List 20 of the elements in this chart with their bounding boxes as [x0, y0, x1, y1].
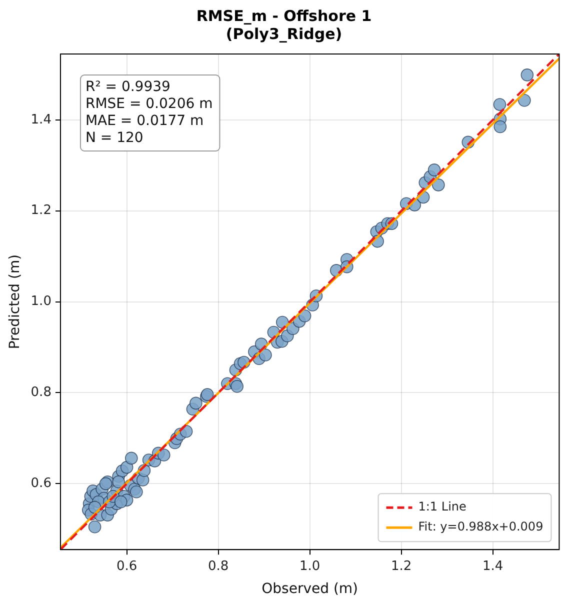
annotation: R² = 0.9939	[85, 79, 170, 96]
legend-label: 1:1 Line	[418, 500, 466, 514]
x-tick-label: 1.0	[299, 558, 320, 574]
y-tick-label: 1.0	[30, 294, 52, 310]
y-tick-label: 1.2	[30, 203, 52, 218]
legend-label: Fit: y=0.988x+0.009	[418, 520, 544, 534]
chart-title: RMSE_m - Offshore 1	[196, 6, 372, 25]
y-tick-label: 0.8	[30, 385, 52, 400]
x-tick-label: 0.8	[208, 558, 229, 574]
y-axis-title: Predicted (m)	[7, 254, 24, 350]
x-tick-label: 1.2	[391, 558, 412, 574]
x-tick-label: 1.4	[482, 558, 504, 574]
annotation: N = 120	[85, 130, 144, 146]
y-tick-label: 0.6	[30, 476, 52, 492]
y-tick-label: 1.4	[30, 112, 52, 128]
chart-subtitle: (Poly3_Ridge)	[226, 24, 342, 43]
annotation: MAE = 0.0177 m	[85, 113, 204, 130]
x-tick-label: 0.6	[116, 558, 138, 574]
annotation: RMSE = 0.0206 m	[85, 96, 213, 112]
x-axis-title: Observed (m)	[262, 581, 358, 598]
